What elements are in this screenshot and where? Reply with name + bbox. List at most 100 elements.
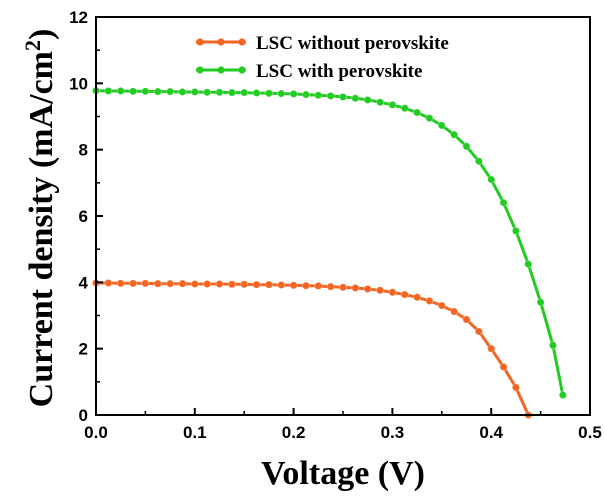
x-tick-label: 0.5: [578, 423, 602, 442]
x-tick-label: 0.0: [84, 423, 108, 442]
data-point: [153, 279, 162, 288]
data-point: [487, 344, 496, 353]
data-point: [190, 87, 199, 96]
data-point: [178, 279, 187, 288]
data-point: [252, 88, 261, 97]
plot-area: [92, 86, 567, 419]
data-point: [289, 89, 298, 98]
data-point: [462, 142, 471, 151]
data-point: [437, 301, 446, 310]
data-point: [400, 290, 409, 299]
series-2: [92, 86, 567, 400]
data-point: [116, 279, 125, 288]
data-point: [376, 286, 385, 295]
legend-marker: [238, 38, 246, 46]
legend-entry: LSC with perovskite: [196, 61, 422, 82]
data-point: [536, 298, 545, 307]
data-point: [487, 175, 496, 184]
y-axis-title-main: Current density (mA/cm: [23, 51, 60, 407]
data-point: [326, 91, 335, 100]
data-point: [388, 288, 397, 297]
data-point: [129, 279, 138, 288]
legend-label: LSC with perovskite: [256, 61, 422, 82]
data-point: [326, 282, 335, 291]
data-point: [351, 94, 360, 103]
legend-marker: [238, 66, 246, 74]
data-point: [277, 280, 286, 289]
legend-marker: [196, 38, 204, 46]
data-point: [129, 87, 138, 96]
x-tick-label: 0.2: [282, 423, 306, 442]
data-point: [227, 280, 236, 289]
y-axis-title-end: ): [23, 29, 60, 40]
legend-marker: [217, 66, 225, 74]
data-point: [388, 100, 397, 109]
data-point: [116, 86, 125, 95]
y-tick-label: 8: [79, 141, 88, 160]
y-tick-label: 10: [69, 74, 88, 93]
data-point: [400, 104, 409, 113]
series-1: [92, 278, 533, 419]
data-point: [499, 198, 508, 207]
data-point: [215, 279, 224, 288]
data-point: [450, 130, 459, 139]
x-tick-label: 0.3: [381, 423, 405, 442]
legend-marker: [217, 38, 225, 46]
data-point: [141, 87, 150, 96]
data-point: [524, 260, 533, 269]
data-point: [178, 87, 187, 96]
data-point: [215, 88, 224, 97]
x-axis-title: Voltage (V): [261, 455, 425, 492]
data-point: [474, 157, 483, 166]
data-point: [264, 89, 273, 98]
data-point: [166, 279, 175, 288]
data-point: [141, 279, 150, 288]
data-point: [301, 90, 310, 99]
y-tick-label: 12: [69, 8, 88, 27]
series-line: [96, 281, 530, 416]
legend-marker: [196, 66, 204, 74]
data-point: [413, 108, 422, 117]
legend: LSC without perovskite LSC with perovskit…: [196, 33, 449, 82]
data-point: [314, 281, 323, 290]
data-point: [363, 95, 372, 104]
y-tick-label: 2: [79, 340, 88, 359]
y-axis-title: Current density (mA/cm2): [20, 29, 60, 408]
legend-entry: LSC without perovskite: [196, 33, 449, 54]
data-point: [252, 280, 261, 289]
data-point: [338, 92, 347, 101]
y-tick-label: 0: [79, 406, 88, 425]
data-point: [413, 293, 422, 302]
data-point: [264, 280, 273, 289]
data-point: [462, 315, 471, 324]
data-point: [338, 283, 347, 292]
data-point: [474, 327, 483, 336]
data-point: [363, 284, 372, 293]
data-point: [437, 121, 446, 130]
data-point: [301, 281, 310, 290]
data-point: [153, 87, 162, 96]
data-point: [277, 89, 286, 98]
data-point: [548, 341, 557, 350]
data-point: [314, 91, 323, 100]
data-point: [166, 87, 175, 96]
data-point: [351, 283, 360, 292]
data-point: [227, 88, 236, 97]
data-point: [104, 278, 113, 287]
data-point: [376, 98, 385, 107]
legend-label: LSC without perovskite: [256, 33, 449, 54]
data-point: [289, 281, 298, 290]
data-point: [511, 226, 520, 235]
x-tick-label: 0.1: [183, 423, 207, 442]
data-point: [240, 280, 249, 289]
data-point: [511, 383, 520, 392]
data-point: [240, 88, 249, 97]
data-point: [203, 88, 212, 97]
data-point: [499, 362, 508, 371]
y-tick-label: 4: [79, 273, 89, 292]
data-point: [104, 86, 113, 95]
y-tick-label: 6: [79, 207, 88, 226]
y-axis-title-sup: 2: [20, 40, 45, 51]
data-point: [450, 307, 459, 316]
